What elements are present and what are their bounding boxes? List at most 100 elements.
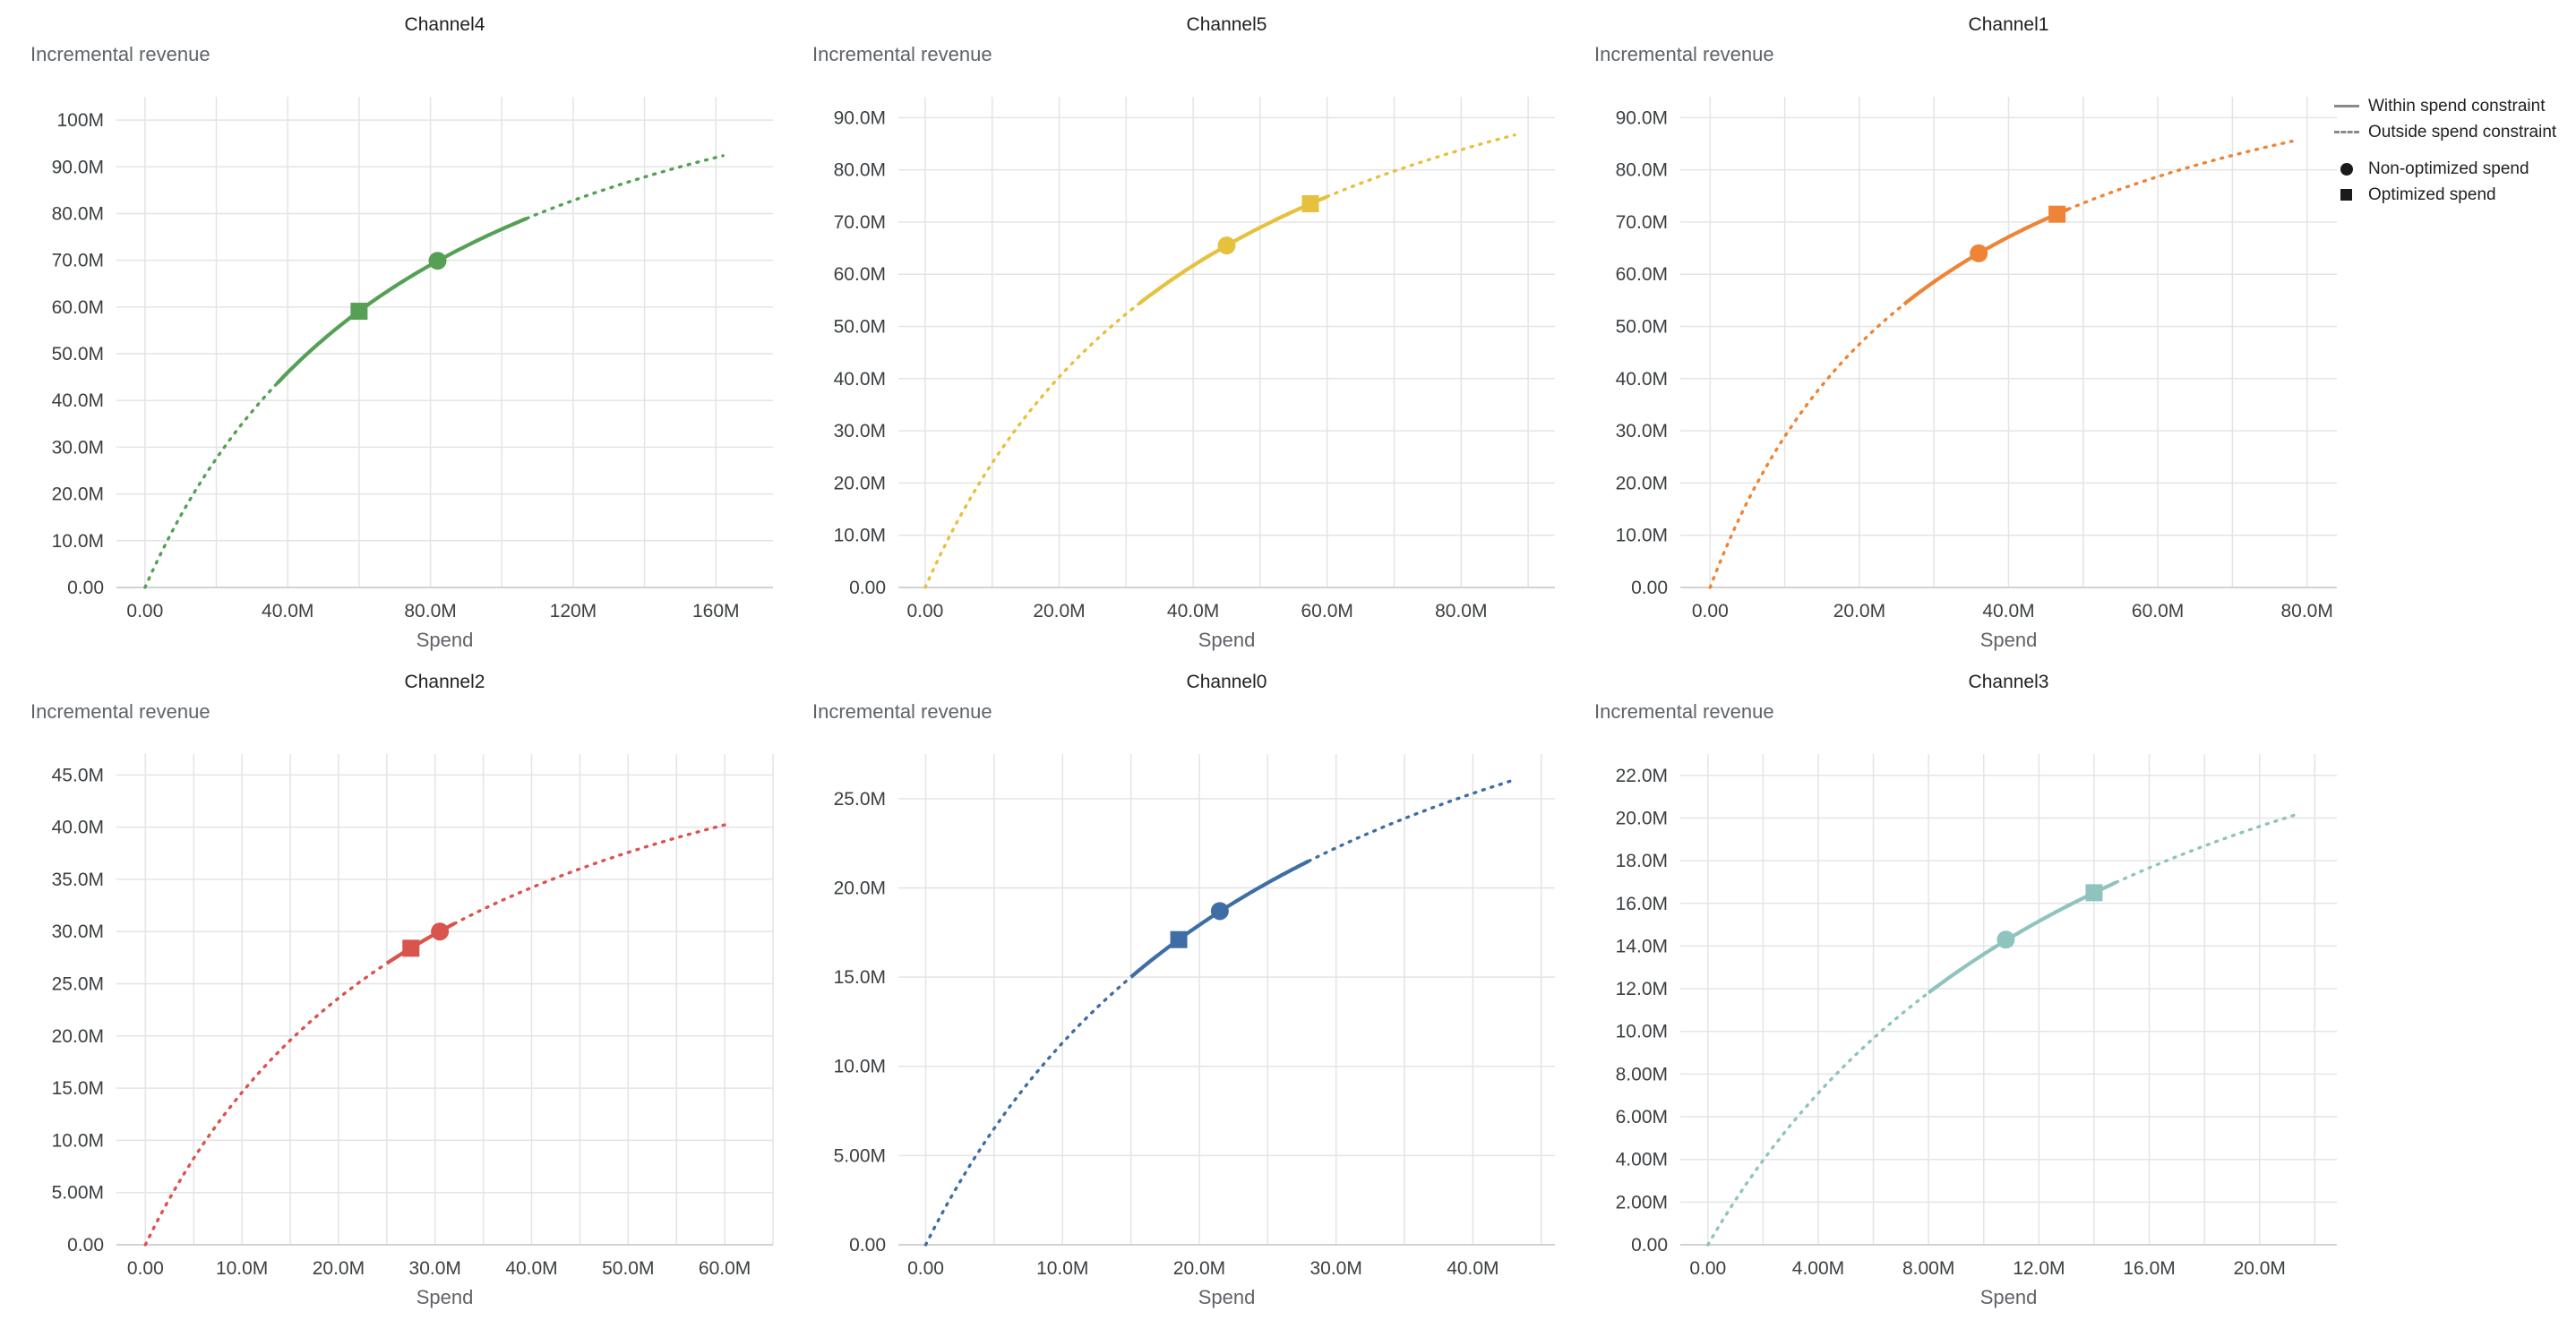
chart-title: Channel5 [1187, 14, 1267, 35]
y-tick-label: 18.0M [1616, 851, 1668, 871]
curve-outside-constraint-upper [452, 822, 732, 926]
x-tick-label: 0.00 [1689, 1258, 1726, 1279]
y-tick-label: 0.00 [849, 1235, 886, 1256]
chart-title: Channel4 [405, 14, 485, 35]
curve-outside-constraint-upper [525, 154, 725, 220]
y-tick-label: 5.00M [52, 1183, 104, 1204]
non-optimized-spend-marker [431, 922, 450, 941]
legend-label-within: Within spend constraint [2368, 97, 2546, 116]
y-tick-label: 20.0M [834, 473, 886, 493]
legend-label-outside: Outside spend constraint [2368, 123, 2557, 141]
curve-outside-constraint-lower [923, 301, 1141, 589]
x-tick-label: 40.0M [505, 1258, 557, 1279]
x-tick-label: 60.0M [1301, 601, 1353, 621]
y-tick-label: 8.00M [1616, 1064, 1668, 1084]
optimized-spend-marker [402, 939, 420, 957]
x-tick-label: 120M [550, 601, 597, 621]
x-tick-label: 0.00 [127, 1258, 164, 1279]
y-axis-title: Incremental revenue [1594, 700, 1774, 723]
y-tick-label: 50.0M [52, 344, 104, 364]
y-tick-label: 90.0M [52, 157, 104, 177]
chart-channel2: Channel2 Incremental revenue Spend 0.00 10.0… [30, 672, 774, 1308]
y-tick-label: 0.00 [1631, 578, 1668, 598]
non-optimized-spend-marker [1970, 244, 1988, 262]
y-tick-label: 30.0M [52, 921, 104, 942]
curve-within-constraint [1927, 880, 2117, 995]
y-tick-label: 30.0M [834, 421, 886, 441]
y-tick-label: 10.0M [1616, 526, 1668, 546]
chart-cell-channel3: Channel3 Incremental revenue Spend 0.00 4.00… [1580, 664, 2362, 1318]
y-axis-title: Incremental revenue [30, 700, 210, 723]
x-tick-label: 40.0M [1447, 1258, 1498, 1279]
chart-title: Channel0 [1187, 672, 1267, 692]
curve-outside-constraint-lower [1706, 990, 1930, 1247]
y-tick-label: 15.0M [834, 967, 886, 988]
y-tick-label: 10.0M [834, 1057, 886, 1077]
y-axis-title: Incremental revenue [30, 43, 210, 65]
chart-title: Channel2 [405, 672, 485, 692]
legend-item-optimized: Optimized spend [2334, 182, 2558, 208]
y-tick-label: 80.0M [1616, 160, 1668, 181]
y-tick-label: 10.0M [52, 1130, 104, 1151]
x-tick-label: 20.0M [2234, 1258, 2286, 1279]
x-tick-label: 20.0M [313, 1258, 365, 1279]
y-tick-label: 40.0M [52, 818, 104, 838]
x-tick-label: 60.0M [2132, 601, 2184, 621]
curve-within-constraint [275, 216, 528, 385]
x-tick-label: 40.0M [1982, 601, 2034, 621]
chart-cell-channel1: Channel1 Incremental revenue Spend 0.00 20.0… [1580, 7, 2362, 661]
x-tick-label: 80.0M [404, 601, 456, 621]
x-tick-label: 20.0M [1173, 1258, 1225, 1279]
x-tick-label: 50.0M [602, 1258, 654, 1279]
y-tick-label: 20.0M [52, 1026, 104, 1047]
y-tick-label: 0.00 [67, 1235, 104, 1256]
y-tick-label: 30.0M [1616, 421, 1668, 441]
y-tick-label: 40.0M [1616, 369, 1668, 390]
legend: Within spend constraint Outside spend co… [2334, 93, 2558, 208]
y-tick-label: 100M [56, 110, 104, 131]
x-tick-label: 60.0M [699, 1258, 751, 1279]
y-tick-label: 30.0M [52, 437, 104, 458]
y-tick-label: 50.0M [834, 317, 886, 338]
y-tick-label: 60.0M [1616, 264, 1668, 285]
y-tick-label: 25.0M [834, 789, 886, 810]
chart-channel0: Channel0 Incremental revenue Spend 0.00 10.0… [812, 672, 1555, 1308]
y-tick-label: 40.0M [52, 390, 104, 411]
x-tick-label: 0.00 [1692, 601, 1729, 621]
curve-outside-constraint-lower [143, 962, 389, 1247]
legend-item-within-constraint: Within spend constraint [2334, 93, 2558, 119]
x-axis-title: Spend [416, 1286, 474, 1308]
y-tick-label: 90.0M [834, 107, 886, 128]
y-tick-label: 45.0M [52, 765, 104, 785]
chart-cell-channel5: Channel5 Incremental revenue Spend 0.00 20.0… [798, 7, 1580, 661]
non-optimized-spend-marker [1217, 236, 1236, 255]
y-tick-label: 0.00 [849, 578, 886, 598]
non-optimized-spend-marker [1210, 902, 1229, 921]
curve-outside-constraint-lower [923, 975, 1133, 1247]
y-tick-label: 25.0M [52, 974, 104, 995]
x-tick-label: 30.0M [409, 1258, 461, 1279]
y-tick-label: 0.00 [67, 578, 104, 598]
y-tick-label: 70.0M [1616, 212, 1668, 233]
y-tick-label: 40.0M [834, 369, 886, 390]
optimized-spend-marker [2085, 884, 2103, 902]
chart-title: Channel3 [1969, 672, 2049, 692]
x-tick-label: 10.0M [1036, 1258, 1088, 1279]
curve-outside-constraint-lower [143, 381, 279, 589]
x-axis-title: Spend [1198, 1286, 1256, 1308]
y-tick-label: 10.0M [834, 526, 886, 546]
x-tick-label: 160M [692, 601, 740, 621]
y-tick-label: 20.0M [1616, 473, 1668, 493]
y-tick-label: 10.0M [52, 531, 104, 552]
x-tick-label: 8.00M [1902, 1258, 1954, 1279]
square-marker-icon [2340, 189, 2352, 201]
y-axis-title: Incremental revenue [1594, 43, 1774, 65]
curve-outside-constraint-lower [1708, 303, 1906, 589]
y-tick-label: 5.00M [834, 1145, 886, 1166]
y-tick-label: 22.0M [1616, 766, 1668, 786]
x-tick-label: 12.0M [2013, 1258, 2065, 1279]
x-tick-label: 4.00M [1792, 1258, 1844, 1279]
y-axis-title: Incremental revenue [812, 43, 992, 65]
dashed-line-icon [2334, 131, 2359, 133]
y-tick-label: 20.0M [1616, 808, 1668, 828]
